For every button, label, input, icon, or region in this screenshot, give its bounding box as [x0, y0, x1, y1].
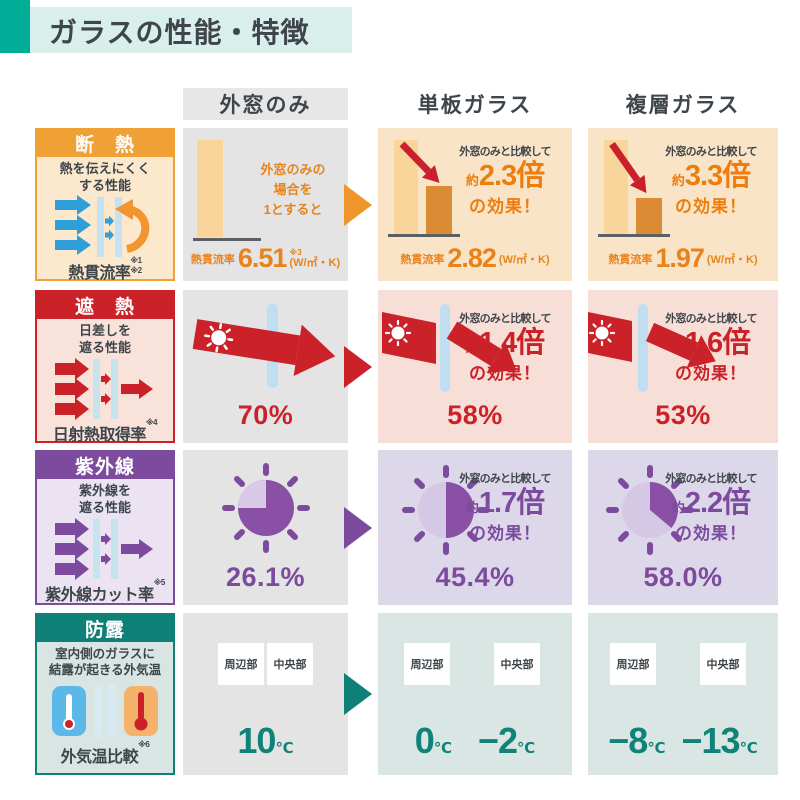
comparison-note: 外窓のみと比較して 約2.2倍 の効果！: [665, 473, 757, 544]
column-header-double-glass: 複層ガラス: [625, 94, 741, 117]
insulation-double-cell: 外窓のみと比較して 約3.3倍 の効果！ 熱貫流率 1.97 (W/㎡・K): [588, 128, 778, 281]
uv-single-cell: 外窓のみと比較して 約1.7倍 の効果！ 45.4%: [378, 450, 572, 605]
uv-double-cell: 外窓のみと比較して 約2.2倍 の効果！ 58.0%: [588, 450, 778, 605]
heat-shading-row-title: 遮 熱: [37, 292, 173, 319]
single-uv-cut-value: 45.4%: [435, 562, 515, 592]
title-accent-square: [0, 0, 30, 53]
baseline-axis: [193, 238, 261, 241]
condensation-label-card: 防露 室内側のガラスに 結露が起きる外気温 外気: [35, 613, 175, 775]
condensation-single-cell: 周辺部 中央部 0℃ −2℃: [378, 613, 572, 775]
center-label: 中央部: [494, 643, 540, 685]
insulation-icon: [37, 194, 173, 259]
row-heat-shading: 遮 熱 日差しを 遮る性能: [0, 290, 800, 444]
sun-pie-icon: [606, 465, 694, 555]
insulation-metric-label: 熱貫流率 ※1 ※2: [68, 255, 142, 282]
insulation-row-title: 断 熱: [37, 130, 173, 157]
flow-arrow-icon: [344, 673, 372, 715]
insulation-baseline-cell: 外窓のみの 場合を 1とすると 熱貫流率 6.51 ※3 (W/㎡・K): [183, 128, 348, 281]
row-insulation: 断 熱 熱を伝えにくく する性能: [0, 128, 800, 282]
baseline-temperature: 10℃: [237, 720, 294, 761]
sun-arrow-through-glass-icon: [192, 304, 336, 388]
heat-shading-baseline-cell: 70%: [183, 290, 348, 443]
uv-block-icon: [37, 517, 173, 581]
row-uv: 紫外線 紫外線を 遮る性能: [0, 450, 800, 605]
comparison-note: 外窓のみと比較して 約2.3倍 の効果！: [459, 146, 551, 217]
uv-baseline-cell: 26.1%: [183, 450, 348, 605]
heat-shading-metric-label: 日射熱取得率 ※4: [52, 417, 158, 444]
thermometer-comparison-icon: [37, 679, 173, 744]
row-condensation: 防露 室内側のガラスに 結露が起きる外気温 外気: [0, 613, 800, 775]
position-labels: 周辺部 中央部: [183, 643, 348, 685]
condensation-row-title: 防露: [37, 615, 173, 642]
sun-pie-icon: [402, 465, 490, 555]
center-label: 中央部: [700, 643, 746, 685]
sun-arrow-blocked-icon: [382, 304, 517, 392]
condensation-description: 室内側のガラスに 結露が起きる外気温: [48, 647, 162, 678]
flow-arrow-icon: [344, 183, 372, 226]
comparison-note: 外窓のみと比較して 約3.3倍 の効果！: [665, 146, 757, 217]
baseline-note: 外窓のみの 場合を 1とすると: [260, 162, 326, 218]
insulation-description: 熱を伝えにくく する性能: [59, 161, 151, 193]
page-title: ガラスの性能・特徴: [49, 17, 310, 48]
condensation-metric-label: 外気温比較 ※6: [60, 740, 150, 766]
baseline-uv-cut-value: 26.1%: [225, 562, 306, 592]
column-header-baseline: 外窓のみ: [183, 88, 348, 120]
flow-arrow-icon: [344, 345, 372, 388]
heat-shading-single-cell: 外窓のみと比較して 約1.4倍 の効果！ 58%: [378, 290, 572, 443]
comparison-note: 外窓のみと比較して 約1.6倍 の効果！: [665, 313, 757, 384]
heat-shading-label-card: 遮 熱 日差しを 遮る性能: [35, 290, 175, 444]
heat-shading-double-cell: 外窓のみと比較して 約1.6倍 の効果！ 53%: [588, 290, 778, 443]
column-header-single-glass: 単板ガラス: [417, 94, 533, 117]
bar-decrease-chart-icon: [388, 140, 460, 237]
heat-shading-icon: [37, 357, 173, 421]
title-background: [30, 7, 352, 53]
edge-label: 周辺部: [404, 643, 450, 685]
bar-decrease-chart-icon: [598, 140, 670, 237]
center-label: 中央部: [267, 643, 313, 685]
uv-row-title: 紫外線: [37, 452, 173, 479]
condensation-double-cell: 周辺部 中央部 −8℃ −13℃: [588, 613, 778, 775]
comparison-note: 外窓のみと比較して 約1.7倍 の効果！: [459, 473, 551, 544]
uv-description: 紫外線を 遮る性能: [78, 483, 131, 515]
single-u-value: 熱貫流率 2.82 (W/㎡・K): [400, 243, 550, 273]
double-u-value: 熱貫流率 1.97 (W/㎡・K): [608, 243, 758, 273]
insulation-label-card: 断 熱 熱を伝えにくく する性能: [35, 128, 175, 282]
edge-label: 周辺部: [218, 643, 264, 685]
single-temperatures: 0℃ −2℃: [414, 720, 536, 761]
sun-arrow-blocked-icon: [588, 304, 716, 392]
uv-label-card: 紫外線 紫外線を 遮る性能: [35, 450, 175, 605]
insulation-single-cell: 外窓のみと比較して 約2.3倍 の効果！ 熱貫流率 2.82 (W/㎡・K): [378, 128, 572, 281]
heat-shading-description: 日差しを 遮る性能: [78, 323, 131, 355]
double-heat-gain-value: 53%: [655, 400, 711, 430]
comparison-note: 外窓のみと比較して 約1.4倍 の効果！: [459, 313, 551, 384]
baseline-heat-gain-value: 70%: [237, 400, 294, 430]
uv-metric-label: 紫外線カット率 ※5: [45, 577, 165, 604]
double-uv-cut-value: 58.0%: [643, 562, 723, 592]
double-temperatures: −8℃ −13℃: [608, 720, 758, 761]
edge-label: 周辺部: [610, 643, 656, 685]
single-heat-gain-value: 58%: [447, 400, 503, 430]
baseline-u-value: 熱貫流率 6.51 ※3 (W/㎡・K): [190, 243, 341, 273]
condensation-baseline-cell: 周辺部 中央部 10℃: [183, 613, 348, 775]
sun-pie-icon: [222, 463, 310, 553]
baseline-bar: [197, 140, 223, 237]
flow-arrow-icon: [344, 506, 372, 549]
